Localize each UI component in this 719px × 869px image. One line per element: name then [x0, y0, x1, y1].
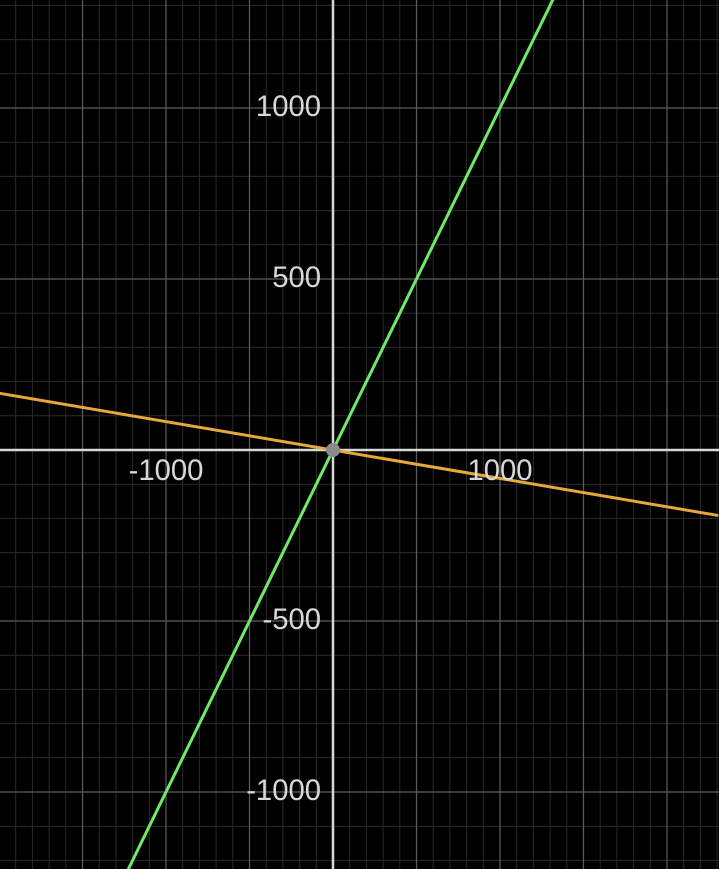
intersection-point[interactable]	[326, 443, 340, 457]
y-tick-label: 1000	[256, 91, 321, 123]
y-tick-label: 500	[272, 262, 321, 294]
y-tick-label: -1000	[246, 775, 321, 807]
coordinate-plane-chart[interactable]: 1000 500 -500 -1000 -1000 1000	[0, 0, 719, 869]
y-tick-label: -500	[262, 604, 321, 636]
x-tick-label: -1000	[129, 455, 204, 487]
x-tick-label: 1000	[467, 455, 532, 487]
chart-background	[0, 0, 719, 869]
